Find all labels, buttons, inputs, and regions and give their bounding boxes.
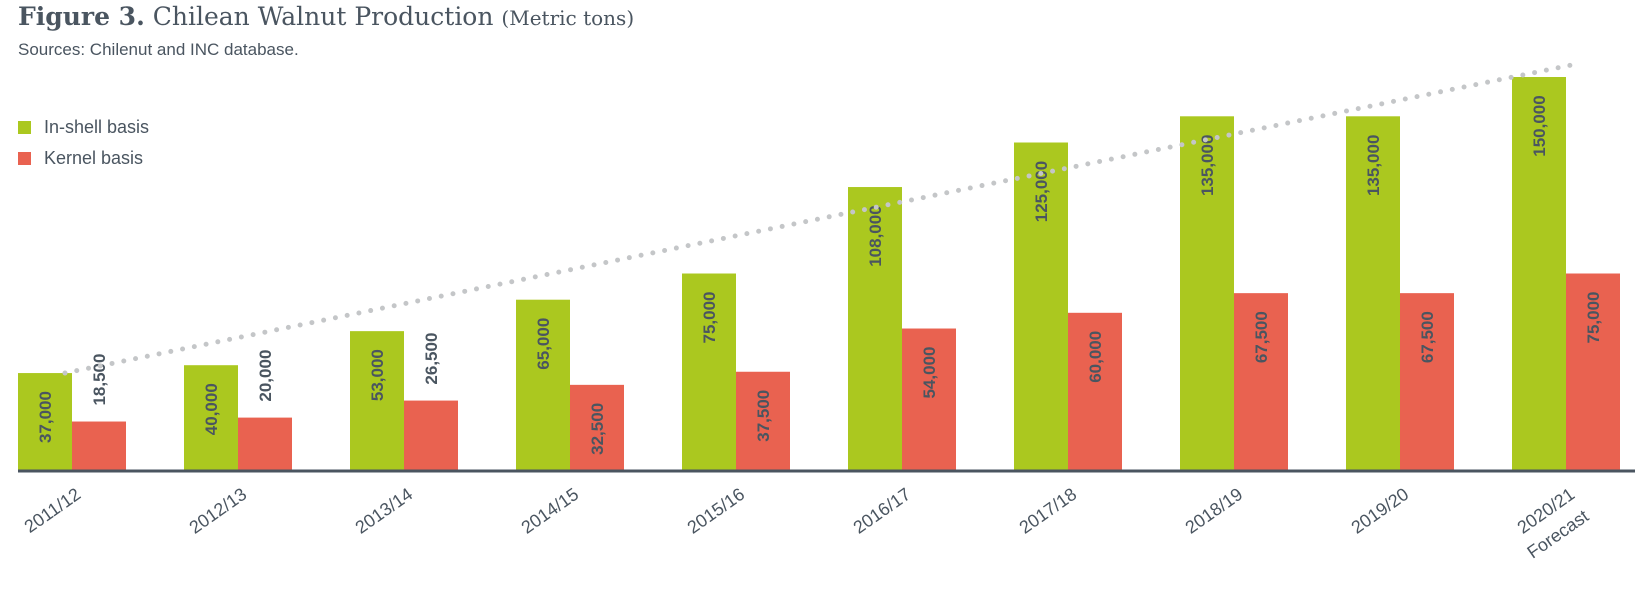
inshell-bar-2012-13 — [184, 365, 238, 470]
x-tick-label-2013-14: 2013/14 — [352, 484, 417, 538]
inshell-bar-2013-14 — [350, 331, 404, 470]
inshell-data-label-2013-14: 53,000 — [368, 349, 387, 401]
kernel-data-label-2013-14: 26,500 — [422, 333, 441, 385]
legend-item-kernel: Kernel basis — [18, 143, 149, 174]
x-tick-label-2019-20: 2019/20 — [1348, 484, 1413, 538]
inshell-bar-2018-19 — [1180, 116, 1234, 471]
inshell-data-label-2011-12: 37,000 — [36, 391, 55, 443]
kernel-data-label-2011-12: 18,500 — [90, 354, 109, 406]
kernel-data-label-2020-21: 75,000 — [1584, 292, 1603, 344]
x-tick-label-2015-16: 2015/16 — [684, 484, 749, 538]
kernel-data-label-2019-20: 67,500 — [1418, 311, 1437, 363]
inshell-bar-2015-16 — [682, 273, 736, 470]
x-tick-label-2011-12: 2011/12 — [21, 484, 85, 537]
chart-source: Sources: Chilenut and INC database. — [18, 40, 299, 59]
kernel-bar-2020-21 — [1566, 273, 1620, 470]
inshell-data-label-2015-16: 75,000 — [700, 292, 719, 344]
legend-label-kernel: Kernel basis — [44, 148, 144, 168]
kernel-bar-2012-13 — [238, 417, 292, 470]
trend-line — [62, 61, 1580, 376]
x-tick-label-2018-19: 2018/19 — [1182, 484, 1247, 538]
kernel-bar-2013-14 — [404, 400, 458, 470]
inshell-data-label-2020-21: 150,000 — [1530, 95, 1549, 156]
kernel-data-label-2017-18: 60,000 — [1086, 331, 1105, 383]
kernel-data-label-2016-17: 54,000 — [920, 347, 939, 399]
legend-label-inshell: In-shell basis — [44, 117, 150, 137]
figure-label: Figure 3. — [18, 2, 145, 31]
inshell-bar-2019-20 — [1346, 116, 1400, 471]
x-tick-label-2017-18: 2017/18 — [1016, 484, 1081, 538]
kernel-bar-2015-16 — [736, 371, 790, 470]
x-tick-label-2012-13: 2012/13 — [186, 484, 251, 538]
chart-title: Figure 3. Chilean Walnut Production (Met… — [18, 2, 634, 31]
inshell-data-label-2012-13: 40,000 — [202, 383, 221, 435]
figure-title: Chilean Walnut Production — [152, 2, 494, 31]
kernel-data-label-2014-15: 32,500 — [588, 403, 607, 455]
kernel-bar-2019-20 — [1400, 293, 1454, 470]
legend-swatch-kernel — [18, 152, 31, 165]
inshell-bar-2011-12 — [18, 373, 72, 470]
kernel-data-label-2012-13: 20,000 — [256, 350, 275, 402]
figure-unit: (Metric tons) — [501, 6, 635, 30]
legend-swatch-inshell — [18, 121, 31, 134]
inshell-data-label-2017-18: 125,000 — [1032, 161, 1051, 222]
kernel-data-label-2015-16: 37,500 — [754, 390, 773, 442]
x-tick-label-2016-17: 2016/17 — [850, 484, 915, 538]
inshell-data-label-2014-15: 65,000 — [534, 318, 553, 370]
kernel-bar-2016-17 — [902, 328, 956, 470]
kernel-data-label-2018-19: 67,500 — [1252, 311, 1271, 363]
legend-item-inshell: In-shell basis — [18, 112, 149, 143]
x-tick-label-2014-15: 2014/15 — [518, 484, 583, 538]
kernel-bar-2018-19 — [1234, 293, 1288, 470]
kernel-bar-2011-12 — [72, 421, 126, 470]
kernel-bar-2014-15 — [570, 384, 624, 470]
inshell-bar-2016-17 — [848, 187, 902, 471]
inshell-bar-2017-18 — [1014, 142, 1068, 470]
kernel-bar-2017-18 — [1068, 312, 1122, 470]
legend: In-shell basis Kernel basis — [18, 112, 149, 174]
inshell-data-label-2019-20: 135,000 — [1364, 135, 1383, 196]
inshell-bar-2014-15 — [516, 299, 570, 470]
inshell-data-label-2018-19: 135,000 — [1198, 135, 1217, 196]
inshell-bar-2020-21 — [1512, 77, 1566, 470]
inshell-data-label-2016-17: 108,000 — [866, 205, 885, 266]
